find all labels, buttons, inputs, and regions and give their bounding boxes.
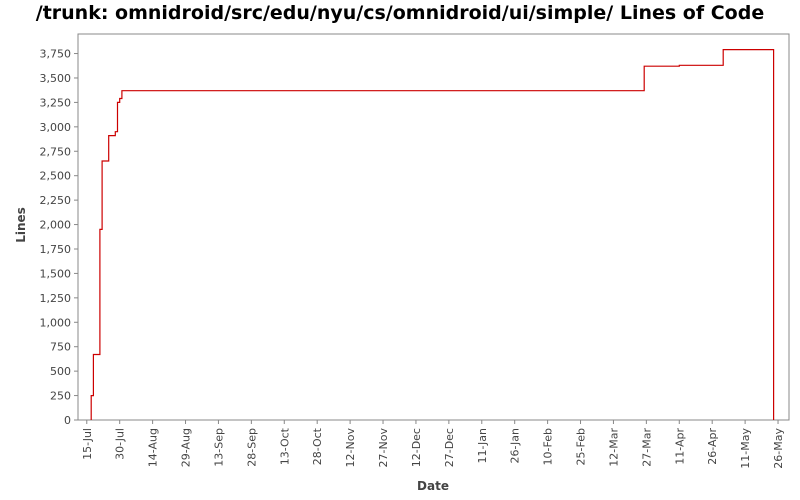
x-tick-label: 12-Nov [344, 428, 357, 468]
y-tick-label: 3,250 [40, 96, 72, 109]
x-tick-label: 28-Oct [311, 427, 324, 465]
y-tick-label: 3,500 [40, 72, 72, 85]
y-tick-label: 1,750 [40, 243, 72, 256]
x-tick-label: 12-Mar [607, 428, 620, 467]
x-axis: 15-Jul 30-Jul 14-Aug 29-Aug 13-Sep 28-Sep 13-O… [81, 420, 785, 469]
y-tick-label: 2,250 [40, 194, 72, 207]
series-line [90, 48, 775, 420]
x-tick-label: 26-Jan [509, 428, 522, 464]
x-tick-label: 11-Jan [476, 428, 489, 464]
x-tick-label: 25-Feb [575, 428, 588, 465]
x-tick-label: 29-Aug [180, 428, 193, 467]
x-tick-label: 27-Nov [377, 428, 390, 468]
chart-title: /trunk: omnidroid/src/edu/nyu/cs/omnidro… [35, 2, 765, 24]
y-tick-label: 0 [64, 414, 71, 427]
x-tick-label: 13-Oct [278, 427, 291, 465]
x-tick-label: 27-Mar [640, 428, 653, 467]
y-tick-label: 1,250 [40, 292, 72, 305]
y-axis-title: Lines [14, 207, 28, 243]
x-tick-label: 30-Jul [114, 428, 127, 460]
y-axis: 0 250 500 750 1,000 1,250 1,500 1,750 2,000 2,250… [40, 48, 78, 427]
y-tick-label: 1,000 [40, 316, 72, 329]
x-tick-label: 11-Apr [673, 428, 686, 465]
x-tick-label: 28-Sep [245, 428, 258, 467]
y-tick-label: 3,000 [40, 121, 72, 134]
y-tick-label: 2,000 [40, 219, 72, 232]
series-layer [90, 48, 775, 420]
plot-area [77, 33, 790, 421]
x-tick-label: 13-Sep [212, 428, 225, 467]
x-tick-label: 27-Dec [443, 428, 456, 467]
x-tick-label: 26-May [772, 428, 785, 469]
y-tick-label: 250 [50, 390, 71, 403]
y-tick-label: 2,750 [40, 145, 72, 158]
y-tick-label: 500 [50, 365, 71, 378]
x-tick-label: 10-Feb [542, 428, 555, 465]
x-tick-label: 11-May [739, 428, 752, 469]
y-tick-label: 750 [50, 341, 71, 354]
x-tick-label: 26-Apr [706, 428, 719, 465]
y-tick-label: 3,750 [40, 48, 72, 61]
x-tick-label: 12-Dec [410, 428, 423, 467]
x-tick-label: 15-Jul [81, 428, 94, 460]
x-axis-title: Date [417, 479, 449, 493]
y-tick-label: 2,500 [40, 170, 72, 183]
x-tick-label: 14-Aug [147, 428, 160, 467]
y-tick-label: 1,500 [40, 267, 72, 280]
